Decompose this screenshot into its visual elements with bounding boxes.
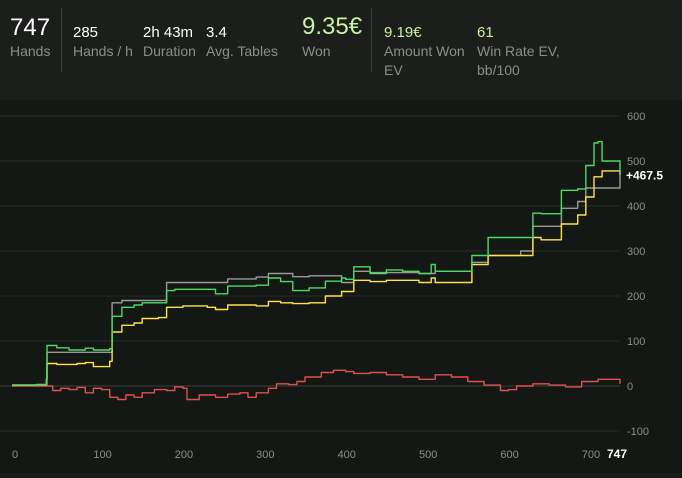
stat-amount-won-ev-label-line1: Amount Won	[384, 43, 465, 59]
x-tick-label: 700	[582, 449, 600, 461]
y-tick-label: 200	[627, 291, 645, 303]
stat-amount-won-ev-label-line2: EV	[384, 62, 403, 78]
stat-win-rate-ev-label-line1: Win Rate EV,	[477, 43, 560, 59]
x-tick-label: 400	[338, 449, 356, 461]
stat-hands-per-hour-label: Hands / h	[73, 43, 133, 59]
end-value-label: +467.5	[626, 169, 663, 183]
stat-duration-label: Duration	[143, 43, 196, 59]
x-tick-label: 500	[419, 449, 437, 461]
y-tick-label: 100	[627, 336, 645, 348]
x-tick-label: 100	[93, 449, 111, 461]
stat-hands-label: Hands	[10, 43, 51, 59]
y-tick-label: 600	[627, 111, 645, 123]
stat-won-label: Won	[302, 43, 331, 59]
x-tick-label: 200	[175, 449, 193, 461]
stat-win-rate-ev-label-line2: bb/100	[477, 62, 520, 78]
y-tick-label: 300	[627, 246, 645, 258]
x-end-label: 747	[607, 447, 627, 461]
x-tick-label: 0	[12, 449, 18, 461]
y-tick-label: 400	[627, 201, 645, 213]
session-stats-bar: 747 Hands 285 Hands / h 2h 43m Duration …	[0, 0, 682, 90]
profit-chart-svg: 600 500 400 300 200 100 0 -100 0 100 200 300 400 500 6…	[0, 111, 663, 461]
series-line	[12, 369, 621, 401]
stat-avg-tables-label: Avg. Tables	[206, 43, 278, 59]
stat-hands-per-hour-value: 285	[73, 24, 99, 41]
y-tick-label: -100	[627, 426, 649, 438]
stat-amount-won-ev-value: 9.19€	[384, 24, 422, 41]
stat-avg-tables-value: 3.4	[206, 24, 227, 41]
y-tick-label: 0	[627, 381, 633, 393]
series-line	[12, 170, 621, 386]
series-line	[12, 140, 621, 386]
stat-won-value: 9.35€	[302, 13, 363, 40]
x-tick-label: 600	[500, 449, 518, 461]
x-tick-label: 300	[256, 449, 274, 461]
stat-win-rate-ev-value: 61	[477, 24, 494, 41]
divider	[371, 8, 372, 72]
stat-hands-value: 747	[10, 14, 51, 41]
stat-duration-value: 2h 43m	[143, 24, 194, 41]
profit-chart: 600 500 400 300 200 100 0 -100 0 100 200 300 400 500 6…	[0, 100, 682, 473]
divider	[61, 8, 62, 72]
y-tick-label: 500	[627, 156, 645, 168]
